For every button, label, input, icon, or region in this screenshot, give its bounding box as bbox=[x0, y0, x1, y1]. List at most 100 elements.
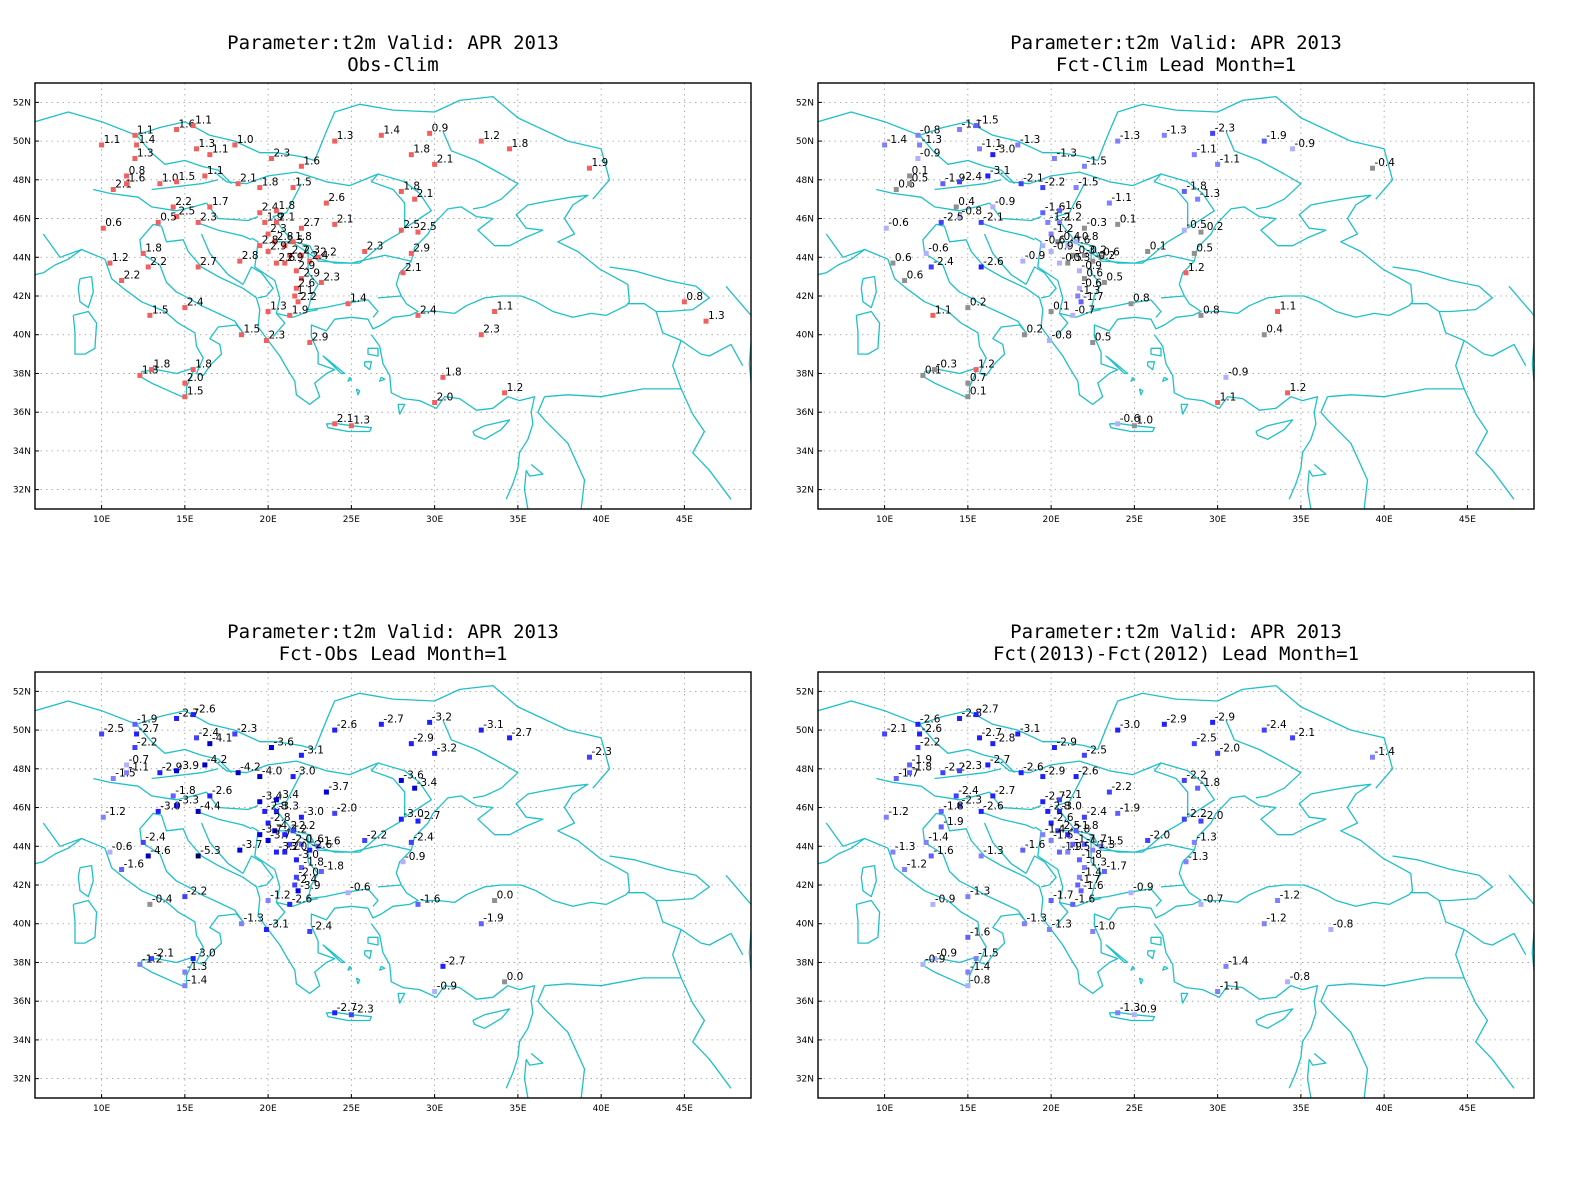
station-marker bbox=[990, 793, 996, 799]
station-marker bbox=[332, 221, 338, 227]
station-marker bbox=[287, 312, 293, 318]
station-marker bbox=[973, 712, 979, 718]
station-value: -1.3 bbox=[1020, 134, 1041, 146]
station-value: 1.3 bbox=[137, 148, 154, 160]
lat-tick-label: 40N bbox=[13, 331, 31, 341]
lat-tick-label: 38N bbox=[796, 369, 814, 379]
border-line bbox=[35, 700, 315, 751]
station-marker bbox=[930, 901, 936, 907]
station-value: 0.0 bbox=[497, 889, 514, 901]
station-value: -1.8 bbox=[303, 857, 324, 869]
station-value: 2.6 bbox=[328, 192, 345, 204]
station-marker bbox=[1076, 268, 1082, 274]
station-marker bbox=[432, 750, 438, 756]
station-marker bbox=[478, 727, 484, 733]
border-line bbox=[934, 768, 1002, 780]
station-marker bbox=[174, 803, 180, 809]
station-marker bbox=[1198, 901, 1204, 907]
coastline bbox=[1150, 347, 1162, 357]
station-marker bbox=[1015, 731, 1021, 737]
panel-title: Parameter:t2m Valid: APR 2013 bbox=[1010, 32, 1342, 54]
border-line bbox=[525, 463, 544, 477]
coastline bbox=[1162, 376, 1169, 382]
border-line bbox=[93, 188, 259, 222]
panel-subtitle: Obs-Clim bbox=[347, 54, 439, 76]
station-value: -3.0 bbox=[995, 144, 1016, 156]
coastline bbox=[1105, 355, 1129, 375]
border-line bbox=[314, 762, 432, 818]
station-marker bbox=[978, 219, 984, 225]
station-value: 0.6 bbox=[895, 252, 912, 264]
border-line bbox=[1392, 855, 1494, 902]
station-value: -1.3 bbox=[1056, 148, 1077, 160]
station-value: 1.1 bbox=[1280, 300, 1297, 312]
station-value: 1.8 bbox=[145, 242, 162, 254]
coastline bbox=[367, 936, 379, 946]
station-value: -2.2 bbox=[920, 737, 941, 749]
station-marker bbox=[293, 874, 299, 880]
station-value: -1.2 bbox=[888, 806, 909, 818]
station-value: -1.2 bbox=[1266, 913, 1287, 925]
station-marker bbox=[965, 305, 971, 311]
station-marker bbox=[194, 146, 200, 152]
lon-tick-label: 10E bbox=[93, 515, 110, 525]
station-value: 1.8 bbox=[403, 180, 420, 192]
station-value: -0.8 bbox=[1051, 330, 1072, 342]
station-value: -1.2 bbox=[907, 859, 928, 871]
border-line bbox=[136, 723, 232, 774]
station-marker bbox=[194, 735, 200, 741]
lon-tick-label: 30E bbox=[1209, 1104, 1226, 1114]
station-value: 0.9 bbox=[432, 122, 449, 134]
station-value: -0.3 bbox=[1086, 217, 1107, 229]
border-line bbox=[1308, 1052, 1327, 1066]
station-marker bbox=[1275, 308, 1281, 314]
station-value: -1.8 bbox=[1078, 820, 1099, 832]
station-marker bbox=[1081, 752, 1087, 758]
station-marker bbox=[1040, 243, 1046, 249]
station-marker bbox=[257, 210, 263, 216]
lon-tick-label: 25E bbox=[1126, 515, 1143, 525]
station-value: -1.6 bbox=[420, 893, 441, 905]
station-value: -0.9 bbox=[1025, 250, 1046, 262]
lat-tick-label: 48N bbox=[796, 765, 814, 775]
map-panel-4: Parameter:t2m Valid: APR 2013Fct(2013)-F… bbox=[796, 621, 1535, 1114]
station-value: -0.4 bbox=[152, 893, 173, 905]
station-value: -1.3 bbox=[895, 841, 916, 853]
station-marker bbox=[145, 264, 151, 270]
station-value: 0.0 bbox=[507, 971, 524, 983]
station-value: -3.6 bbox=[403, 769, 424, 781]
lat-tick-label: 46N bbox=[796, 215, 814, 225]
station-value: -2.7 bbox=[383, 713, 404, 725]
station-marker bbox=[132, 721, 138, 727]
station-marker bbox=[400, 859, 406, 865]
station-value: -1.3 bbox=[1188, 851, 1209, 863]
border-line bbox=[307, 247, 379, 318]
station-marker bbox=[292, 293, 298, 299]
station-marker bbox=[282, 849, 288, 855]
station-marker bbox=[415, 818, 421, 824]
coastline bbox=[1508, 285, 1534, 382]
coastline bbox=[1153, 334, 1319, 500]
border-line bbox=[1320, 396, 1369, 509]
station-marker bbox=[1048, 248, 1054, 254]
station-marker bbox=[1081, 276, 1087, 282]
coastline bbox=[442, 131, 519, 210]
station-value: -2.8 bbox=[267, 800, 288, 812]
station-value: 1.1 bbox=[195, 115, 212, 127]
station-marker bbox=[1183, 859, 1189, 865]
station-marker bbox=[287, 901, 293, 907]
station-marker bbox=[272, 828, 278, 834]
map-area: -2.1-2.6 -2.8-2.7-2.6-2.2-2.7 -3.1-2.8 -2.9… bbox=[818, 672, 1534, 1098]
station-marker bbox=[965, 983, 971, 989]
station-marker bbox=[345, 301, 351, 307]
lat-tick-label: 52N bbox=[796, 687, 814, 697]
station-value: 2.1 bbox=[278, 211, 295, 223]
border-line bbox=[1438, 900, 1527, 956]
lat-tick-label: 34N bbox=[796, 447, 814, 457]
coastline bbox=[855, 310, 881, 355]
coastline bbox=[370, 923, 536, 1089]
station-value: 2.1 bbox=[337, 413, 354, 425]
station-marker bbox=[1018, 770, 1024, 776]
border-line bbox=[523, 1059, 529, 1098]
station-marker bbox=[1081, 865, 1087, 871]
